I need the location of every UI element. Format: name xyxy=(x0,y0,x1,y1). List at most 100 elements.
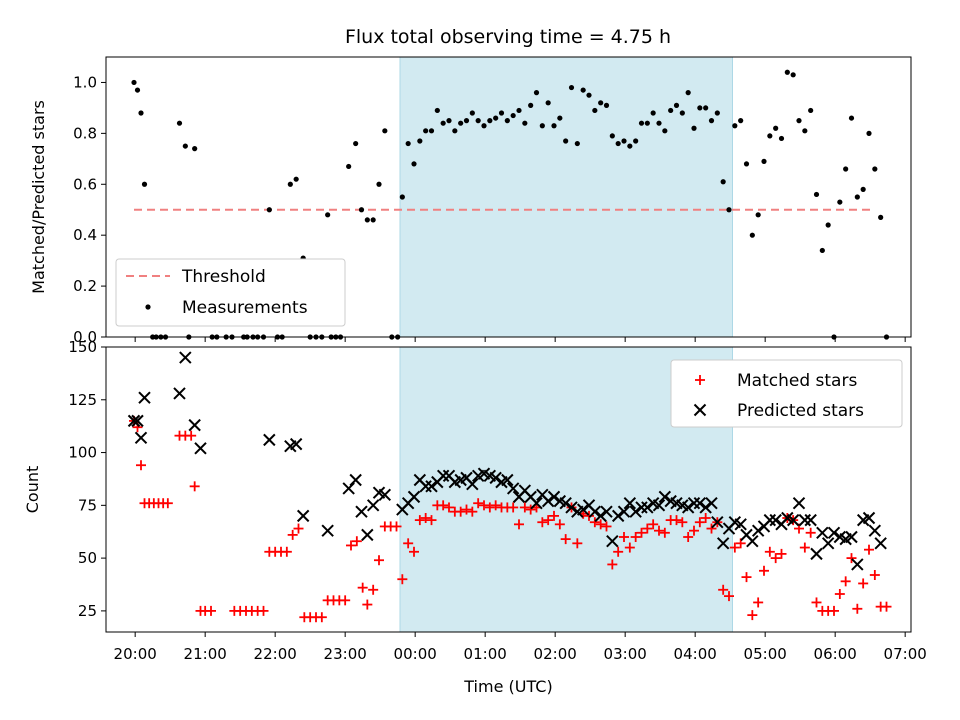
measurement-point xyxy=(293,176,299,182)
y-tick-label: 0.4 xyxy=(73,226,97,244)
measurement-point xyxy=(574,140,580,147)
measurement-point xyxy=(796,118,802,124)
predicted-star-point xyxy=(652,499,666,512)
matched-star-point xyxy=(694,517,705,528)
predicted-star-point xyxy=(289,437,303,451)
matched-star-point xyxy=(642,523,653,534)
measurement-point xyxy=(510,112,516,119)
predicted-star-point xyxy=(425,480,438,493)
matched-star-point xyxy=(630,532,641,542)
legend-measurements-swatch xyxy=(145,304,151,310)
matched-star-point xyxy=(776,548,787,559)
predicted-star-point xyxy=(263,433,276,447)
matched-star-point xyxy=(403,538,414,549)
x-tick-label: 06:00 xyxy=(814,645,857,663)
matched-star-point xyxy=(316,612,327,623)
matched-star-point xyxy=(368,584,379,595)
matched-star-point xyxy=(346,540,356,551)
predicted-star-point xyxy=(804,513,817,527)
measurement-point xyxy=(866,130,872,136)
measurement-point xyxy=(138,110,144,116)
matched-star-point xyxy=(636,527,647,538)
matched-star-point xyxy=(293,523,304,534)
measurement-point xyxy=(411,161,417,167)
measurement-point xyxy=(551,123,557,129)
y-ticks-bottom: 25 50 75 100 125 150 xyxy=(68,338,106,620)
y-tick-label: 25 xyxy=(78,602,97,620)
matched-star-point xyxy=(619,532,629,542)
matched-star-point xyxy=(753,597,764,608)
measurement-point xyxy=(755,212,761,218)
matched-star-point xyxy=(595,519,606,530)
measurement-point xyxy=(714,110,720,116)
matched-star-point xyxy=(829,605,839,616)
matched-star-point xyxy=(811,597,822,608)
matched-star-point xyxy=(397,574,408,585)
predicted-star-point xyxy=(355,505,368,518)
predicted-star-points xyxy=(127,351,887,571)
predicted-star-point xyxy=(342,482,355,495)
predicted-star-point xyxy=(746,535,759,548)
matched-star-point xyxy=(834,589,845,599)
matched-star-point xyxy=(357,582,368,593)
matched-star-point xyxy=(724,591,734,602)
measurement-point xyxy=(370,217,376,223)
predicted-star-point xyxy=(763,513,777,527)
measurement-point xyxy=(440,120,446,126)
predicted-star-point xyxy=(565,501,578,514)
predicted-star-point xyxy=(617,505,631,518)
measurement-point xyxy=(475,118,481,124)
predicted-star-point xyxy=(681,501,695,514)
matched-star-point xyxy=(543,515,554,526)
matched-star-point xyxy=(858,578,869,589)
measurement-point xyxy=(533,90,540,96)
plot-frame-bottom xyxy=(105,346,912,633)
measurement-point xyxy=(364,217,370,223)
matched-star-point xyxy=(467,506,478,517)
measurement-point xyxy=(358,207,365,213)
measurement-point xyxy=(773,125,779,131)
matched-star-point xyxy=(426,515,437,526)
measurement-point xyxy=(854,194,860,200)
measurement-point xyxy=(633,138,639,144)
predicted-star-point xyxy=(810,547,823,561)
y-tick-label: 0.0 xyxy=(73,328,97,346)
measurement-point xyxy=(638,120,645,126)
measurement-point xyxy=(325,212,331,218)
predicted-star-point xyxy=(641,501,654,514)
matched-star-point xyxy=(508,502,519,513)
matched-star-point xyxy=(484,502,495,513)
measurement-point xyxy=(428,128,435,134)
measurement-points xyxy=(131,69,890,340)
measurement-point xyxy=(580,87,586,93)
predicted-star-point xyxy=(635,501,648,514)
predicted-star-point xyxy=(131,414,144,428)
legend-measurements-label: Measurements xyxy=(182,298,308,318)
matched-star-point xyxy=(409,546,419,557)
legend-matched-label: Matched stars xyxy=(737,371,857,391)
y-tick-label: 0.6 xyxy=(73,175,97,193)
predicted-star-point xyxy=(786,513,800,527)
matched-star-point xyxy=(624,542,635,553)
predicted-star-point xyxy=(576,503,590,516)
matched-star-point xyxy=(677,517,688,528)
predicted-star-point xyxy=(173,387,186,400)
predicted-star-point xyxy=(127,414,141,428)
measurement-point xyxy=(738,118,744,124)
predicted-star-point xyxy=(816,526,829,539)
predicted-star-point xyxy=(541,494,555,508)
measurement-point xyxy=(192,146,198,152)
measurement-point xyxy=(598,100,604,106)
matched-star-point xyxy=(589,517,600,528)
matched-star-point xyxy=(461,504,472,515)
measurement-point xyxy=(685,90,691,96)
x-tick-label: 03:00 xyxy=(604,645,647,663)
matched-star-point xyxy=(189,481,200,492)
matched-star-point xyxy=(554,519,565,530)
predicted-star-point xyxy=(711,516,724,529)
predicted-star-point xyxy=(705,497,718,510)
legend-bottom-box xyxy=(670,359,903,428)
matched-star-point xyxy=(479,500,489,511)
predicted-star-point xyxy=(194,442,207,455)
